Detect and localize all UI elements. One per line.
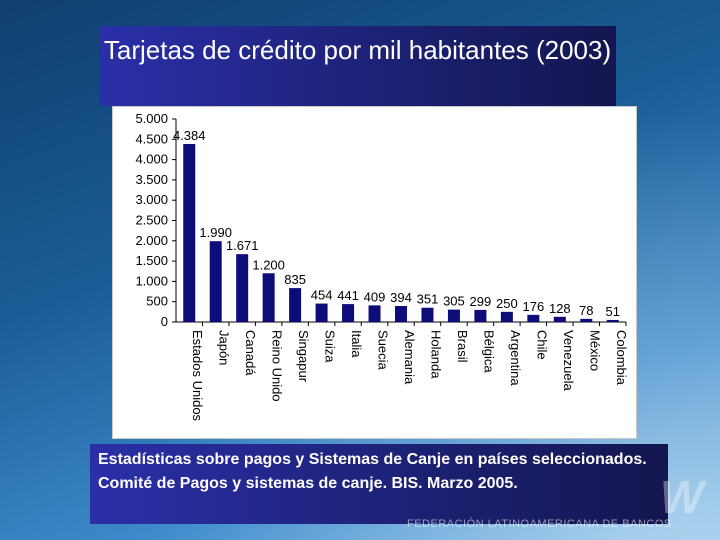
bar-chart: 0 500 1.000 1.500 2.000 2.500 3.000 3.500 4.000 4… <box>112 106 637 439</box>
bar <box>262 273 275 322</box>
bar <box>315 303 328 322</box>
source-caption: Estadísticas sobre pagos y Sistemas de C… <box>90 444 668 524</box>
felaban-logo: W <box>660 471 704 523</box>
category-label: México <box>587 330 602 371</box>
bar <box>474 309 487 322</box>
bar <box>580 318 593 322</box>
data-label: 394 <box>390 290 412 305</box>
bar-chart-svg: 0 500 1.000 1.500 2.000 2.500 3.000 3.500 4.000 4… <box>135 111 629 422</box>
data-label: 454 <box>311 288 333 303</box>
y-tick-label: 2.500 <box>135 213 168 228</box>
category-label: Singapur <box>296 330 311 383</box>
category-label: Argentina <box>508 330 523 386</box>
data-label: 351 <box>417 292 439 307</box>
bar <box>606 319 619 322</box>
y-tick-label: 5.000 <box>135 111 168 126</box>
category-label: Japón <box>217 330 232 365</box>
bar <box>368 305 381 322</box>
bar <box>553 316 566 322</box>
bar <box>342 304 355 322</box>
data-label: 299 <box>470 294 492 309</box>
y-tick-label: 500 <box>146 294 168 309</box>
data-label: 409 <box>364 289 386 304</box>
y-tick-label: 1.500 <box>135 253 168 268</box>
y-tick-label: 0 <box>161 314 168 329</box>
bar <box>500 311 513 322</box>
category-label: Bélgica <box>481 330 496 373</box>
data-label: 441 <box>337 288 359 303</box>
y-tick-label: 4.000 <box>135 152 168 167</box>
data-label: 1.990 <box>199 225 232 240</box>
y-tick-label: 3.500 <box>135 172 168 187</box>
category-label: Holanda <box>428 330 443 379</box>
data-label: 78 <box>579 303 593 318</box>
data-label: 1.200 <box>252 257 285 272</box>
data-label: 835 <box>284 272 306 287</box>
category-label: Estados Unidos <box>190 330 205 422</box>
data-label: 4.384 <box>173 128 206 143</box>
y-tick-label: 1.000 <box>135 273 168 288</box>
bar <box>236 254 249 322</box>
bar <box>209 241 222 322</box>
category-label: Chile <box>534 330 549 360</box>
category-label: Colombia <box>614 330 629 386</box>
data-label: 51 <box>606 304 620 319</box>
category-label: Reino Unido <box>270 330 285 402</box>
category-label: Alemania <box>402 330 417 385</box>
y-tick-label: 2.000 <box>135 233 168 248</box>
category-label: Venezuela <box>561 330 576 391</box>
category-label: Suecia <box>376 330 391 371</box>
bar <box>289 288 302 322</box>
category-label: Brasil <box>455 330 470 363</box>
data-label: 250 <box>496 296 518 311</box>
category-label: Suiza <box>323 330 338 363</box>
slide-title: Tarjetas de crédito por mil habitantes (… <box>99 26 616 106</box>
data-label: 1.671 <box>226 238 259 253</box>
category-label: Canadá <box>243 330 258 376</box>
y-tick-label: 3.000 <box>135 192 168 207</box>
data-label: 128 <box>549 301 571 316</box>
bar <box>395 306 407 322</box>
bar <box>183 144 196 322</box>
bar <box>527 314 540 322</box>
y-tick-label: 4.500 <box>135 131 168 146</box>
bar <box>421 307 434 322</box>
footer-organization: FEDERACIÓN LATINOAMERICANA DE BANCOS <box>407 518 672 530</box>
bar <box>447 309 460 322</box>
data-label: 305 <box>443 294 465 309</box>
category-label: Italia <box>349 330 364 358</box>
data-label: 176 <box>523 299 545 314</box>
